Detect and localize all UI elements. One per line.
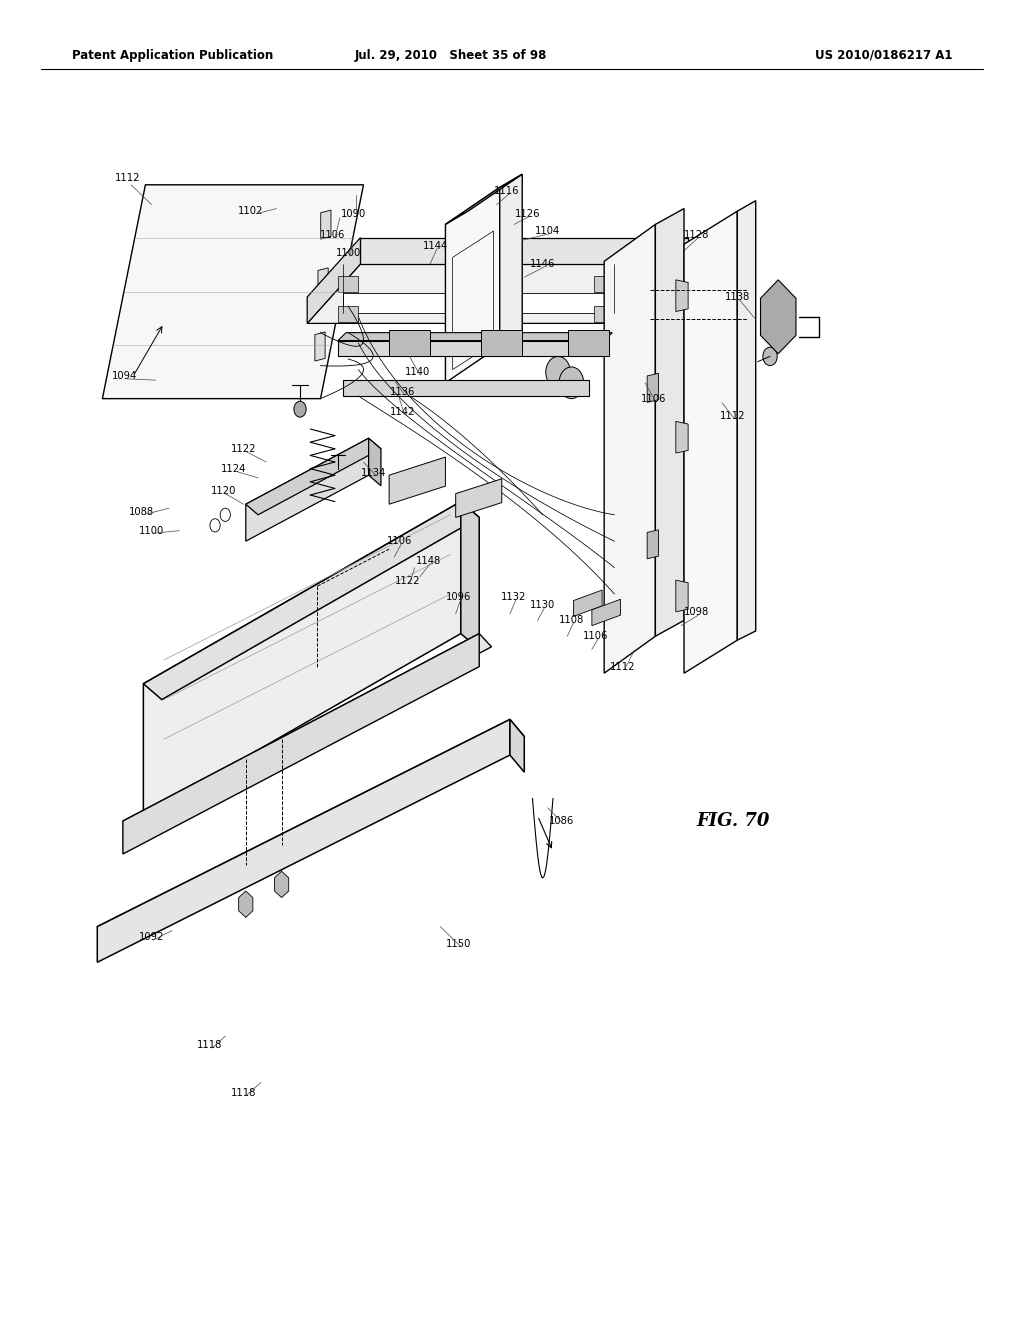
- Polygon shape: [338, 306, 358, 322]
- Circle shape: [239, 858, 253, 876]
- Polygon shape: [573, 590, 602, 616]
- Polygon shape: [97, 719, 510, 962]
- Text: 1122: 1122: [395, 576, 420, 586]
- Polygon shape: [737, 201, 756, 640]
- Polygon shape: [343, 380, 589, 396]
- Text: 1100: 1100: [139, 525, 164, 536]
- Text: 1106: 1106: [641, 393, 666, 404]
- Polygon shape: [481, 330, 522, 356]
- Polygon shape: [338, 333, 612, 341]
- Text: 1130: 1130: [530, 599, 555, 610]
- Polygon shape: [321, 210, 331, 239]
- Text: US 2010/0186217 A1: US 2010/0186217 A1: [815, 49, 952, 62]
- Text: 1144: 1144: [423, 240, 447, 251]
- Text: 1104: 1104: [536, 226, 560, 236]
- Circle shape: [546, 356, 570, 388]
- Polygon shape: [761, 280, 796, 354]
- Polygon shape: [123, 634, 479, 854]
- Text: 1112: 1112: [610, 661, 635, 672]
- Polygon shape: [246, 438, 369, 541]
- Circle shape: [274, 838, 289, 857]
- Circle shape: [294, 401, 306, 417]
- Text: 1090: 1090: [341, 209, 366, 219]
- Polygon shape: [97, 719, 524, 944]
- Polygon shape: [676, 280, 688, 312]
- Polygon shape: [456, 479, 502, 517]
- Polygon shape: [445, 174, 522, 224]
- Text: 1140: 1140: [406, 367, 430, 378]
- Polygon shape: [239, 891, 253, 917]
- Polygon shape: [647, 529, 658, 558]
- Polygon shape: [360, 238, 688, 264]
- Polygon shape: [307, 264, 688, 323]
- Text: 1112: 1112: [720, 411, 744, 421]
- Polygon shape: [684, 211, 737, 673]
- Text: 1106: 1106: [584, 631, 608, 642]
- Text: FIG. 70: FIG. 70: [696, 812, 770, 830]
- Polygon shape: [461, 502, 479, 649]
- Text: 1146: 1146: [530, 259, 555, 269]
- Polygon shape: [647, 374, 658, 403]
- Polygon shape: [445, 187, 500, 383]
- Text: 1118: 1118: [198, 1040, 222, 1051]
- Polygon shape: [594, 276, 614, 292]
- Text: 1092: 1092: [139, 932, 164, 942]
- Text: Jul. 29, 2010   Sheet 35 of 98: Jul. 29, 2010 Sheet 35 of 98: [354, 49, 547, 62]
- Circle shape: [559, 367, 584, 399]
- Text: 1100: 1100: [336, 248, 360, 259]
- Polygon shape: [676, 421, 688, 453]
- Text: 1088: 1088: [129, 507, 154, 517]
- Polygon shape: [143, 502, 479, 700]
- Polygon shape: [389, 457, 445, 504]
- Polygon shape: [676, 581, 688, 612]
- Text: 1120: 1120: [211, 486, 236, 496]
- Text: 1126: 1126: [515, 209, 540, 219]
- Text: 1134: 1134: [361, 467, 386, 478]
- Polygon shape: [246, 438, 381, 515]
- Text: 1150: 1150: [446, 939, 471, 949]
- Circle shape: [763, 347, 777, 366]
- Polygon shape: [317, 268, 328, 297]
- Text: 1118: 1118: [231, 1088, 256, 1098]
- Polygon shape: [389, 330, 430, 356]
- Text: 1136: 1136: [390, 387, 415, 397]
- Text: 1094: 1094: [113, 371, 137, 381]
- Polygon shape: [307, 238, 360, 323]
- Polygon shape: [123, 634, 492, 834]
- Text: 1148: 1148: [416, 556, 440, 566]
- Polygon shape: [594, 306, 614, 322]
- Text: Patent Application Publication: Patent Application Publication: [72, 49, 273, 62]
- Text: 1138: 1138: [725, 292, 750, 302]
- Text: 1098: 1098: [684, 607, 709, 618]
- Text: 1132: 1132: [502, 591, 526, 602]
- Polygon shape: [274, 871, 289, 898]
- Polygon shape: [343, 293, 614, 313]
- Polygon shape: [143, 502, 461, 816]
- Text: 1112: 1112: [116, 173, 140, 183]
- Text: 1124: 1124: [221, 463, 246, 474]
- Text: 1122: 1122: [231, 444, 256, 454]
- Polygon shape: [568, 330, 609, 356]
- Text: 1128: 1128: [684, 230, 709, 240]
- Polygon shape: [604, 224, 655, 673]
- Polygon shape: [315, 333, 326, 362]
- Polygon shape: [338, 276, 358, 292]
- Text: 1142: 1142: [390, 407, 415, 417]
- Polygon shape: [500, 174, 522, 346]
- Circle shape: [333, 469, 343, 482]
- Polygon shape: [592, 599, 621, 626]
- Text: 1102: 1102: [239, 206, 263, 216]
- Text: 1106: 1106: [321, 230, 345, 240]
- Polygon shape: [338, 341, 604, 356]
- Text: 1096: 1096: [446, 591, 471, 602]
- Text: 1106: 1106: [387, 536, 412, 546]
- Text: 1116: 1116: [495, 186, 519, 197]
- Polygon shape: [510, 719, 524, 772]
- Text: 1086: 1086: [549, 816, 573, 826]
- Text: 1108: 1108: [559, 615, 584, 626]
- Polygon shape: [102, 185, 364, 399]
- Polygon shape: [655, 209, 684, 636]
- Polygon shape: [369, 438, 381, 486]
